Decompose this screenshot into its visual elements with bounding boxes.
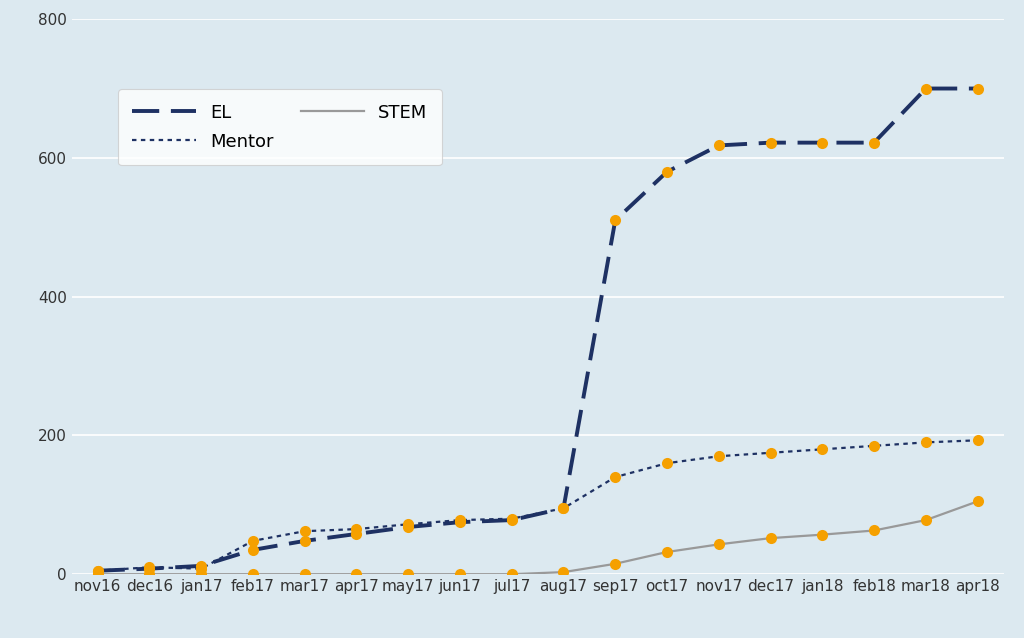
Legend: EL, Mentor, STEM: EL, Mentor, STEM	[118, 89, 442, 165]
